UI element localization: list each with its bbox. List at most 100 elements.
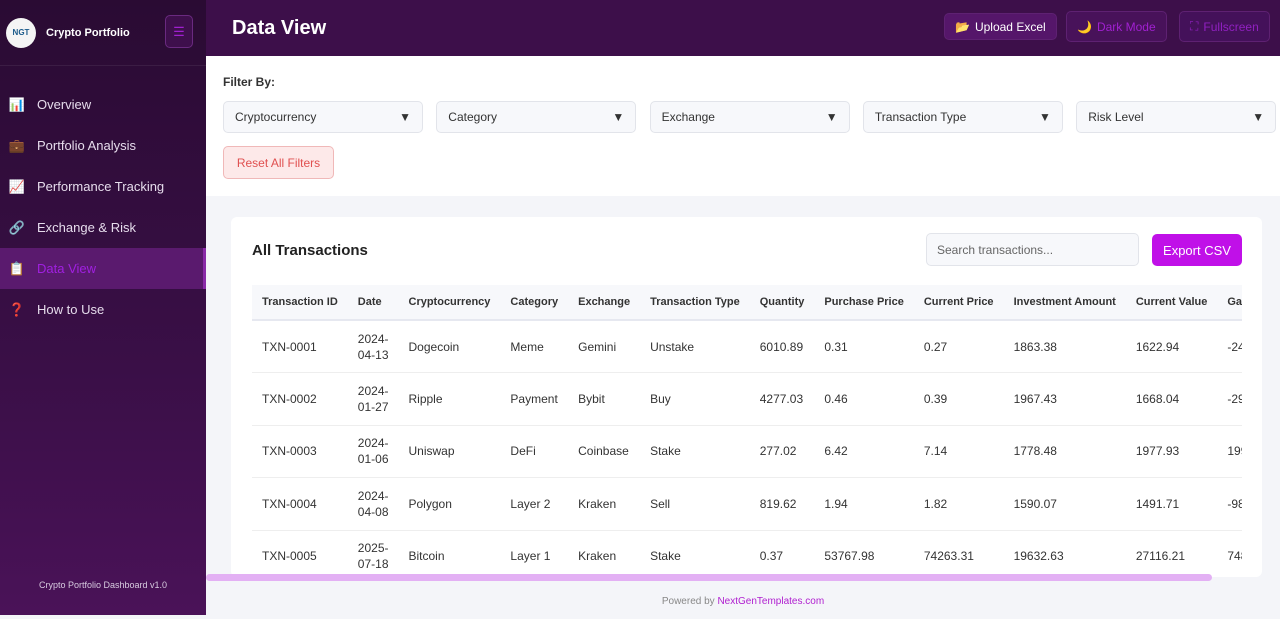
briefcase-icon: 💼 xyxy=(8,137,26,153)
column-header[interactable]: Purchase Price xyxy=(814,285,914,321)
filter-select-transaction-type[interactable]: Transaction Type ▼ xyxy=(862,101,1063,133)
table-cell: Stake xyxy=(640,530,750,577)
sidebar: NGT Crypto Portfolio ☰ 📊 Overview 💼 Portfol… xyxy=(0,0,206,615)
caret-down-icon: ▼ xyxy=(399,110,411,124)
line-chart-icon: 📈 xyxy=(8,178,26,194)
table-cell: 4277.03 xyxy=(749,372,815,426)
link-icon: 🔗 xyxy=(8,219,26,235)
upload-label: Upload Excel xyxy=(974,19,1046,34)
table-cell: 1967.43 xyxy=(1003,372,1126,426)
transactions-card: All Transactions Export CSV Transaction … xyxy=(231,217,1262,577)
table-cell: 1778.48 xyxy=(1003,425,1126,478)
table-cell: 277.02 xyxy=(749,425,815,478)
column-header[interactable]: Date xyxy=(347,285,399,321)
table-scroll[interactable]: Transaction ID Date Cryptocurrency Category… xyxy=(252,285,1242,577)
column-header[interactable]: Category xyxy=(500,285,569,321)
table-cell: 1977.93 xyxy=(1125,425,1218,478)
table-cell: 53767.98 xyxy=(814,530,914,577)
table-cell: Bybit xyxy=(568,372,641,426)
fullscreen-button[interactable]: ⛶ Fullscreen xyxy=(1179,11,1270,42)
table-cell: 199.46 xyxy=(1217,425,1242,478)
select-value: Category xyxy=(448,110,497,124)
filter-select-exchange[interactable]: Exchange ▼ xyxy=(649,101,850,133)
logo: NGT xyxy=(6,17,36,48)
table-cell: 0.39 xyxy=(913,372,1004,426)
moon-icon: 🌙 xyxy=(1077,19,1092,34)
table-row[interactable]: TXN-0003 2024-01-06 Uniswap DeFi Coinbase Sta… xyxy=(252,425,1242,478)
column-header[interactable]: Current Value xyxy=(1125,285,1218,321)
table-row[interactable]: TXN-0005 2025-07-18 Bitcoin Layer 1 Kraken St… xyxy=(252,530,1242,577)
folder-icon: 📂 xyxy=(955,19,970,34)
sidebar-item-overview[interactable]: 📊 Overview xyxy=(0,84,206,125)
sidebar-item-how-to-use[interactable]: ❓ How to Use xyxy=(0,289,206,330)
filter-select-category[interactable]: Category ▼ xyxy=(436,101,637,133)
filter-panel: Filter By: Cryptocurrency ▼ Category ▼ Excha… xyxy=(206,56,1280,196)
column-header[interactable]: Quantity xyxy=(749,285,815,321)
brand: NGT Crypto Portfolio xyxy=(0,0,206,66)
dark-mode-label: Dark Mode xyxy=(1096,19,1156,34)
table-cell: Coinbase xyxy=(568,425,641,478)
table-cell: 0.37 xyxy=(749,530,815,577)
export-csv-button[interactable]: Export CSV xyxy=(1152,234,1242,266)
column-header[interactable]: Transaction ID xyxy=(252,285,348,321)
reset-filters-button[interactable]: Reset All Filters xyxy=(223,146,334,179)
dark-mode-button[interactable]: 🌙 Dark Mode xyxy=(1066,11,1167,42)
table-cell: TXN-0001 xyxy=(252,320,348,373)
table-cell: 27116.21 xyxy=(1125,530,1218,577)
table-row[interactable]: TXN-0004 2024-04-08 Polygon Layer 2 Kraken Se… xyxy=(252,477,1242,531)
table-cell: 19632.63 xyxy=(1003,530,1126,577)
table-cell: 0.27 xyxy=(913,320,1004,373)
table-cell: 1668.04 xyxy=(1125,372,1218,426)
table-cell: -98.35 xyxy=(1217,477,1242,531)
table-cell: Meme xyxy=(500,320,569,373)
table-cell: TXN-0005 xyxy=(252,530,348,577)
column-header[interactable]: Exchange xyxy=(568,285,641,321)
column-header[interactable]: Investment Amount xyxy=(1003,285,1126,321)
question-icon: ❓ xyxy=(8,301,26,317)
filter-select-risk-level[interactable]: Risk Level ▼ xyxy=(1076,101,1277,133)
filter-label: Filter By: xyxy=(223,75,276,89)
version-label: Crypto Portfolio Dashboard v1.0 xyxy=(38,580,168,590)
footer: Powered by NextGenTemplates.com xyxy=(206,585,1280,615)
transactions-table: Transaction ID Date Cryptocurrency Category… xyxy=(252,285,1242,577)
table-cell: 2024-01-06 xyxy=(347,425,399,478)
column-header[interactable]: Transaction Type xyxy=(640,285,750,321)
column-header[interactable]: Cryptocurrency xyxy=(398,285,501,321)
table-cell: -240.44 xyxy=(1217,320,1242,373)
column-header[interactable]: Current Price xyxy=(913,285,1004,321)
sidebar-item-performance-tracking[interactable]: 📈 Performance Tracking xyxy=(0,166,206,207)
caret-down-icon: ▼ xyxy=(1252,110,1265,124)
sidebar-item-exchange-risk[interactable]: 🔗 Exchange & Risk xyxy=(0,207,206,248)
sidebar-item-data-view[interactable]: 📋 Data View xyxy=(0,248,206,289)
table-cell: 1863.38 xyxy=(1003,320,1126,373)
column-header[interactable]: Gain Loss xyxy=(1217,285,1242,321)
select-value: Risk Level xyxy=(1088,110,1144,124)
bar-chart-icon: 📊 xyxy=(8,96,26,112)
hamburger-icon[interactable]: ☰ xyxy=(165,15,193,48)
sidebar-item-portfolio-analysis[interactable]: 💼 Portfolio Analysis xyxy=(0,125,206,166)
table-cell: Ripple xyxy=(398,372,501,426)
sidebar-item-label: Performance Tracking xyxy=(37,179,165,194)
footer-link[interactable]: NextGenTemplates.com xyxy=(717,596,825,607)
table-cell: 2024-01-27 xyxy=(347,372,399,426)
caret-down-icon: ▼ xyxy=(825,110,838,124)
search-input[interactable] xyxy=(926,233,1139,266)
upload-excel-button[interactable]: 📂 Upload Excel xyxy=(944,13,1057,40)
table-cell: TXN-0002 xyxy=(252,372,348,426)
caret-down-icon: ▼ xyxy=(612,110,625,124)
brand-title: Crypto Portfolio xyxy=(46,26,130,39)
table-cell: 1491.71 xyxy=(1125,477,1218,531)
table-row[interactable]: TXN-0002 2024-01-27 Ripple Payment Bybit Buy 4… xyxy=(252,372,1242,426)
table-cell: 2024-04-13 xyxy=(347,320,399,373)
table-cell: 74263.31 xyxy=(913,530,1004,577)
table-cell: Dogecoin xyxy=(398,320,501,373)
table-row[interactable]: TXN-0001 2024-04-13 Dogecoin Meme Gemini Unst… xyxy=(252,320,1242,373)
table-cell: 1590.07 xyxy=(1003,477,1126,531)
table-cell: 819.62 xyxy=(749,477,815,531)
horizontal-scrollbar[interactable] xyxy=(206,574,1212,581)
table-cell: Polygon xyxy=(398,477,501,531)
filter-select-cryptocurrency[interactable]: Cryptocurrency ▼ xyxy=(223,101,423,133)
table-cell: Bitcoin xyxy=(398,530,501,577)
page-title: Data View xyxy=(232,16,327,39)
sidebar-item-label: Data View xyxy=(37,261,97,276)
